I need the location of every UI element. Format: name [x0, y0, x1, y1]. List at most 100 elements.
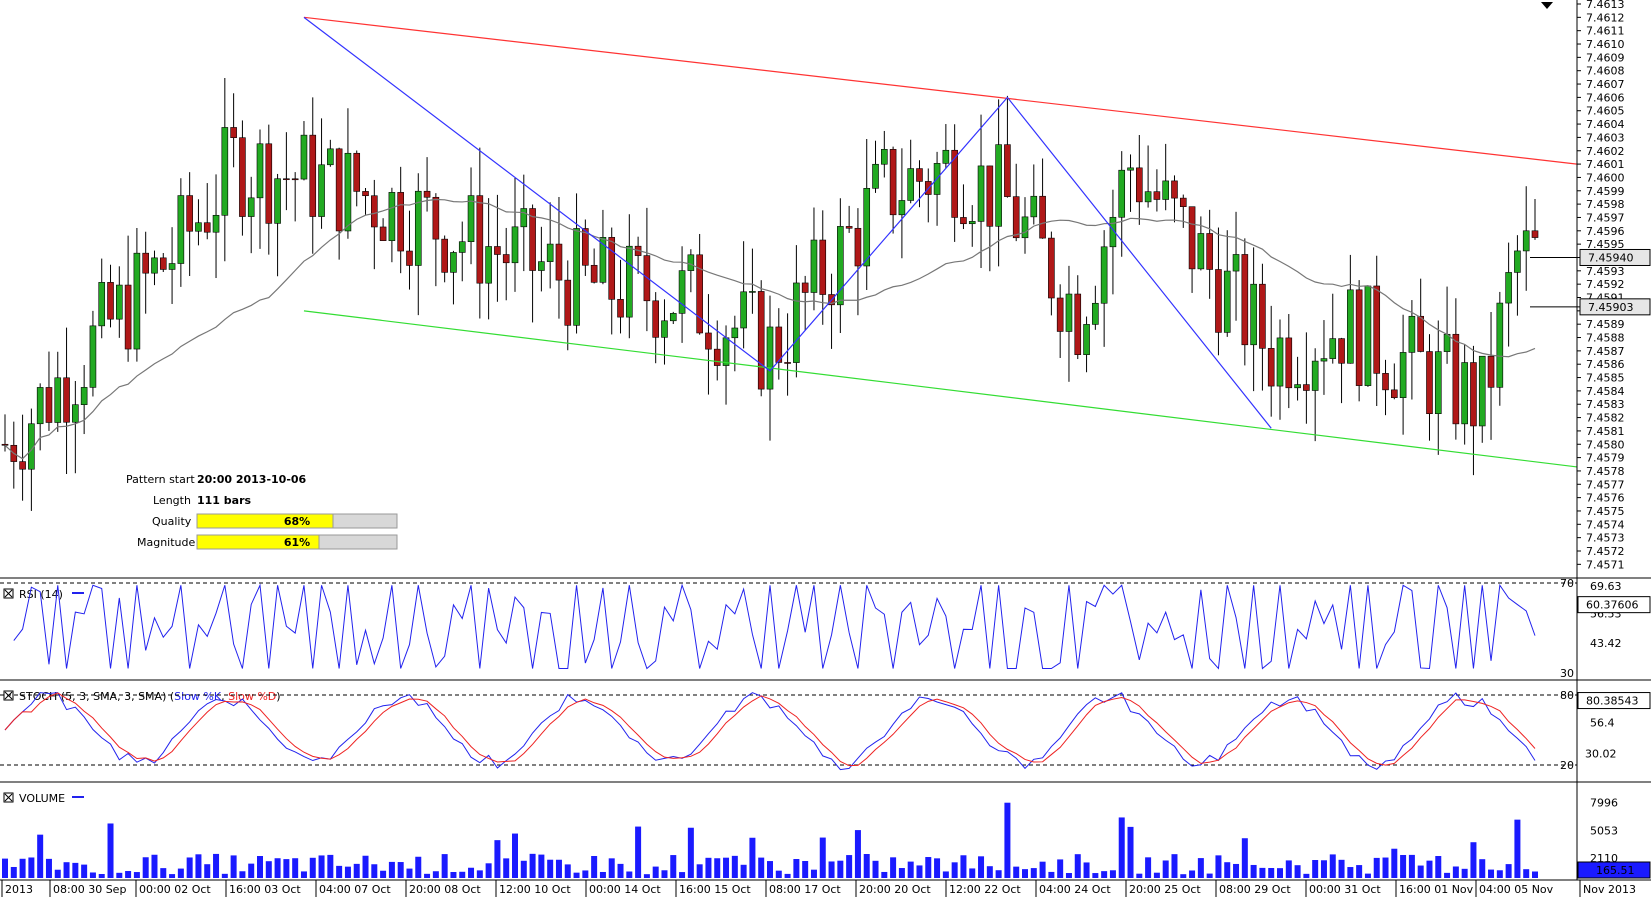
candle-body	[89, 325, 97, 388]
magnitude-bar	[196, 534, 320, 550]
candle-body	[564, 279, 572, 326]
volume-bar	[846, 855, 853, 878]
price-tick-label: 7.4606	[1586, 91, 1625, 104]
candle-body	[1338, 338, 1345, 364]
length-value: 111 bars	[197, 494, 252, 507]
candle-body	[1382, 373, 1389, 391]
volume-bar	[1074, 854, 1081, 878]
candle-body	[977, 165, 985, 222]
candle-body	[300, 134, 308, 180]
chevron-down-icon[interactable]	[1541, 2, 1553, 9]
candle-body	[168, 263, 176, 270]
price-tick-label: 7.4596	[1586, 225, 1625, 238]
time-tick-label: 08:00 29 Oct	[1219, 883, 1291, 896]
volume-bar	[89, 872, 96, 878]
candle-body	[1083, 324, 1090, 355]
candle-body	[652, 300, 659, 338]
candle-body	[1417, 315, 1424, 352]
candle-body	[1144, 191, 1152, 203]
volume-bar	[248, 863, 255, 878]
volume-bar	[1197, 858, 1204, 878]
candle-body	[80, 387, 88, 405]
volume-bar	[1294, 865, 1301, 878]
volume-bar	[1408, 854, 1415, 878]
volume-bar	[441, 854, 448, 878]
candle-body	[713, 348, 721, 366]
rsi-current-box	[1577, 596, 1651, 614]
candle-body	[1399, 352, 1407, 398]
volume-bar	[318, 855, 325, 878]
volume-bar	[142, 857, 149, 878]
volume-bar	[1496, 870, 1503, 878]
upper-channel-line	[303, 16, 1578, 165]
volume-bar	[98, 873, 105, 878]
volume-bar	[661, 870, 668, 878]
volume-bar	[1153, 872, 1160, 878]
time-tick-label: 04:00 24 Oct	[1039, 883, 1111, 896]
volume-bar	[485, 863, 492, 878]
price-tick-label: 7.4605	[1586, 105, 1625, 118]
volume-bar	[265, 861, 272, 878]
candle-body	[775, 326, 783, 363]
volume-bar	[723, 857, 730, 878]
volume-bar	[1400, 854, 1407, 878]
price-tick-label: 7.4575	[1586, 505, 1625, 518]
volume-bar	[388, 861, 395, 878]
candle-body	[511, 226, 519, 264]
candle-body	[1197, 233, 1205, 270]
candle-body	[1188, 206, 1196, 270]
zigzag-line	[303, 16, 1272, 429]
candle-body	[1267, 348, 1275, 387]
price-tick-label: 7.4587	[1586, 345, 1625, 358]
candle-body	[1206, 233, 1213, 270]
candle-body	[1, 443, 9, 446]
volume-bar	[432, 871, 439, 878]
candle-body	[1065, 293, 1073, 332]
candle-body	[1320, 358, 1328, 362]
candle-body	[1452, 333, 1460, 425]
candle-body	[1347, 289, 1354, 364]
candle-body	[283, 178, 290, 181]
candle-body	[203, 222, 211, 233]
volume-bar	[626, 871, 633, 878]
candle-body	[159, 257, 167, 270]
volume-bar	[608, 858, 615, 878]
price-tick-label: 7.4613	[1586, 0, 1625, 11]
volume-bar	[1118, 817, 1125, 878]
volume-bar	[1479, 859, 1486, 878]
candle-body	[397, 192, 404, 252]
volume-bar	[133, 872, 140, 878]
quality-label: Quality	[152, 515, 192, 528]
candle-body	[555, 243, 563, 281]
candle-body	[274, 178, 281, 224]
candle-body	[819, 239, 827, 295]
price-tick-label: 7.4585	[1586, 372, 1625, 385]
volume-bar	[1303, 873, 1310, 878]
volume-bar	[714, 858, 721, 878]
candle-body	[72, 404, 79, 423]
volume-bar	[731, 855, 738, 878]
candle-body	[1153, 191, 1161, 200]
stoch-current-label: 80.38543	[1586, 695, 1639, 708]
candle-body	[854, 227, 862, 267]
volume-bar	[160, 868, 167, 878]
volume-bar	[705, 857, 712, 878]
candle-body	[1443, 333, 1451, 352]
candle-body	[573, 228, 580, 326]
volume-bar	[1488, 869, 1495, 878]
volume-bar	[353, 863, 360, 878]
candle-body	[441, 238, 448, 273]
price-tick-label: 7.4572	[1586, 545, 1625, 558]
candle-body	[995, 144, 1002, 227]
volume-bar	[1171, 854, 1178, 878]
volume-bar	[371, 864, 378, 878]
volume-bar	[538, 854, 545, 878]
volume-bar	[292, 858, 299, 878]
time-axis: 2013 08:00 30 Sep 00:00 02 Oct 16:00 03 Oct…	[1, 880, 1636, 897]
rsi-tick-label: 69.63	[1590, 580, 1622, 593]
candle-body	[916, 168, 923, 182]
price-tick-label: 7.4595	[1586, 238, 1625, 251]
time-tick-label: 00:00 14 Oct	[589, 883, 661, 896]
candle-body	[942, 149, 950, 164]
candle-body	[837, 226, 844, 306]
